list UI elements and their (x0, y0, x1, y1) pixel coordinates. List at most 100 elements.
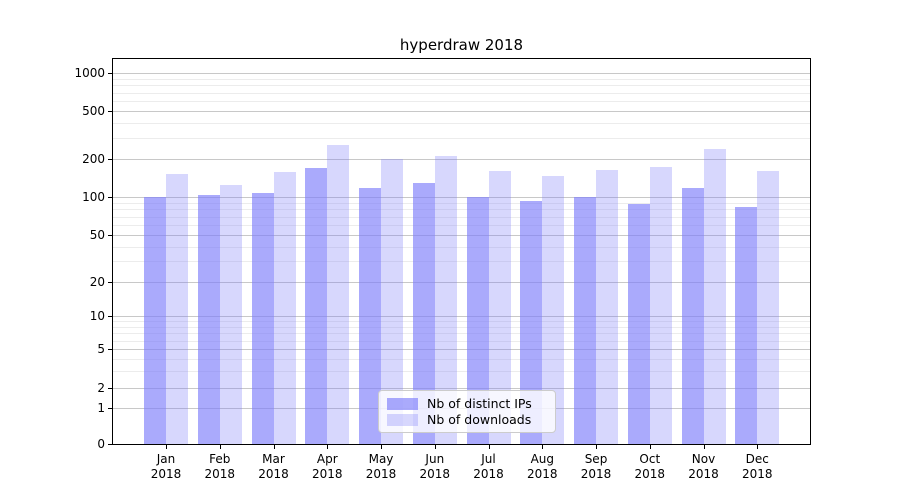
x-tick-label-Feb: Feb 2018 (192, 452, 248, 482)
gridline-minor-700 (113, 92, 810, 94)
legend: Nb of distinct IPs Nb of downloads (378, 390, 556, 433)
x-tick-mark-May (381, 445, 382, 449)
gridline-1000 (113, 73, 810, 75)
y-tick-label-500: 500 (82, 104, 105, 118)
y-tick-mark-200 (108, 159, 112, 160)
gridline-minor-70 (113, 216, 810, 218)
y-tick-mark-10 (108, 315, 112, 317)
x-tick-label-Dec: Dec 2018 (729, 452, 785, 482)
x-tick-mark-Jan (166, 445, 167, 449)
x-label-year: 2018 (580, 467, 612, 481)
x-label-month: Mar (262, 452, 285, 466)
x-tick-label-Jul: Jul 2018 (461, 452, 517, 482)
y-tick-mark-500 (108, 111, 112, 112)
bar-ips-Nov (681, 187, 704, 444)
x-label-year: 2018 (634, 467, 666, 481)
x-label-year: 2018 (688, 467, 719, 481)
y-tick-mark-100 (108, 197, 112, 199)
gridline-20 (113, 282, 810, 284)
x-label-month: Aug (530, 452, 555, 466)
bar-downloads-Apr (327, 145, 350, 444)
x-tick-mark-Sep (596, 445, 597, 449)
gridline-minor-90 (113, 203, 810, 204)
x-label-year: 2018 (258, 467, 289, 481)
bar-downloads-Feb (219, 185, 242, 444)
x-label-year: 2018 (527, 467, 558, 481)
gridline-minor-4 (113, 358, 810, 360)
y-tick-mark-1000 (108, 73, 112, 75)
legend-row-distinct-ips: Nb of distinct IPs (387, 396, 547, 411)
x-tick-mark-Oct (649, 445, 651, 449)
gridline-minor-7 (113, 333, 810, 334)
x-tick-label-Apr: Apr 2018 (299, 452, 355, 482)
gridline-minor-400 (113, 122, 810, 124)
legend-swatch-downloads (387, 413, 418, 426)
x-label-year: 2018 (365, 467, 397, 481)
x-tick-mark-Feb (219, 445, 221, 449)
x-label-month: Sep (584, 452, 608, 466)
x-tick-label-Sep: Sep 2018 (568, 452, 624, 482)
x-tick-mark-Jul (488, 445, 490, 449)
y-tick-label-20: 20 (89, 275, 105, 290)
gridline-5 (113, 349, 810, 351)
gridline-minor-8 (113, 326, 810, 328)
x-label-month: Nov (691, 452, 716, 466)
bar-downloads-Sep (596, 169, 618, 444)
x-tick-label-Mar: Mar 2018 (246, 452, 302, 482)
legend-label-distinct-ips: Nb of distinct IPs (427, 396, 532, 411)
plot-area (112, 58, 811, 445)
bar-ips-Jul (466, 196, 489, 444)
x-tick-mark-Mar (273, 445, 275, 449)
y-tick-label-0: 0 (97, 437, 105, 451)
gridline-minor-600 (113, 101, 810, 103)
bar-ips-Dec (735, 206, 758, 444)
y-tick-label-100: 100 (82, 190, 105, 205)
bar-ips-Jan (144, 197, 166, 444)
y-tick-label-2: 2 (97, 380, 105, 395)
x-label-month: Jun (425, 452, 445, 466)
x-tick-label-Aug: Aug 2018 (514, 452, 570, 482)
y-tick-mark-5 (108, 349, 112, 351)
bar-ips-Apr (305, 168, 328, 444)
bar-downloads-Jan (166, 173, 188, 444)
bar-ips-Mar (251, 192, 274, 444)
y-tick-mark-20 (108, 282, 112, 284)
x-tick-label-Jun: Jun 2018 (407, 452, 463, 482)
x-label-month: Oct (639, 452, 661, 466)
legend-row-downloads: Nb of downloads (387, 412, 547, 427)
bar-ips-Sep (574, 196, 596, 444)
gridline-200 (113, 159, 810, 160)
x-label-month: Jul (481, 452, 496, 466)
x-label-year: 2018 (742, 467, 773, 481)
gridline-10 (113, 315, 810, 317)
x-tick-label-Nov: Nov 2018 (676, 452, 732, 482)
bar-ips-Feb (197, 195, 220, 444)
x-tick-mark-Apr (327, 445, 329, 449)
x-tick-label-Jan: Jan 2018 (138, 452, 194, 482)
bar-ips-Jun (412, 182, 435, 444)
x-label-month: Jan (156, 452, 176, 466)
y-tick-label-1000: 1000 (74, 66, 105, 81)
y-tick-mark-50 (108, 235, 112, 236)
legend-label-downloads: Nb of downloads (427, 412, 532, 427)
x-label-year: 2018 (419, 467, 451, 481)
x-tick-mark-Aug (542, 445, 544, 449)
x-label-month: Dec (745, 452, 769, 466)
gridline-500 (113, 111, 810, 112)
x-label-month: Apr (316, 452, 338, 466)
gridline-minor-40 (113, 246, 810, 248)
bar-downloads-Aug (542, 175, 565, 444)
bar-downloads-May (381, 159, 403, 444)
bar-ips-May (359, 188, 381, 444)
x-label-year: 2018 (204, 467, 236, 481)
y-tick-mark-0 (108, 444, 112, 445)
x-label-month: May (368, 452, 394, 466)
gridline-minor-9 (113, 320, 810, 322)
y-tick-mark-1 (108, 408, 112, 410)
y-tick-label-10: 10 (89, 308, 105, 323)
x-label-year: 2018 (312, 467, 343, 481)
bar-ips-Oct (627, 204, 650, 444)
gridline-minor-800 (113, 85, 810, 87)
gridline-minor-60 (113, 225, 810, 227)
